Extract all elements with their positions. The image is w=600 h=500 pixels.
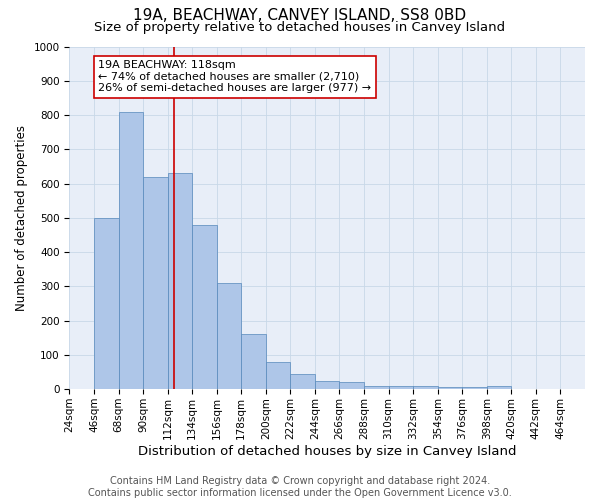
Text: Contains HM Land Registry data © Crown copyright and database right 2024.
Contai: Contains HM Land Registry data © Crown c… (88, 476, 512, 498)
Text: 19A BEACHWAY: 118sqm
← 74% of detached houses are smaller (2,710)
26% of semi-de: 19A BEACHWAY: 118sqm ← 74% of detached h… (98, 60, 371, 94)
Text: 19A, BEACHWAY, CANVEY ISLAND, SS8 0BD: 19A, BEACHWAY, CANVEY ISLAND, SS8 0BD (133, 8, 467, 22)
Bar (315, 380, 340, 389)
Text: Size of property relative to detached houses in Canvey Island: Size of property relative to detached ho… (94, 21, 506, 34)
Bar (437, 388, 462, 389)
Bar (413, 386, 437, 389)
Bar (340, 382, 364, 389)
Bar (119, 112, 143, 389)
Bar (364, 386, 389, 389)
Bar (487, 386, 511, 389)
Bar (241, 334, 266, 389)
Y-axis label: Number of detached properties: Number of detached properties (15, 125, 28, 311)
Bar (290, 374, 315, 389)
Bar (94, 218, 119, 389)
X-axis label: Distribution of detached houses by size in Canvey Island: Distribution of detached houses by size … (138, 444, 517, 458)
Bar (462, 388, 487, 389)
Bar (167, 174, 192, 389)
Bar (143, 176, 167, 389)
Bar (192, 224, 217, 389)
Bar (217, 283, 241, 389)
Bar (389, 386, 413, 389)
Bar (266, 362, 290, 389)
